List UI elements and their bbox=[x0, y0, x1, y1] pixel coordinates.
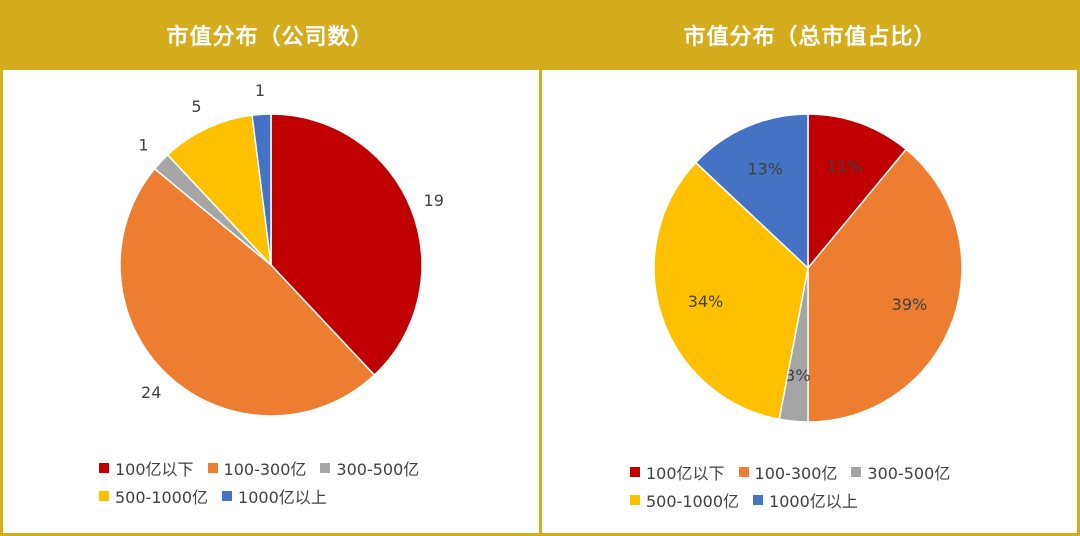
legend-item-300-500: 300-500亿 bbox=[851, 460, 950, 484]
legend: 100亿以下 100-300亿 300-500亿 500-1000亿 bbox=[630, 458, 964, 514]
data-label-under-100: 19 bbox=[424, 191, 444, 210]
legend-item-500-1000: 500-1000亿 bbox=[99, 484, 208, 508]
pie-slice-500-1000 bbox=[166, 114, 273, 268]
legend: 100亿以下 100-300亿 300-500亿 500-1000亿 bbox=[99, 454, 433, 510]
legend-item-500-1000: 500-1000亿 bbox=[630, 488, 739, 512]
chart-title: 市值分布（总市值占比） bbox=[683, 25, 937, 50]
chart-title: 市值分布（公司数） bbox=[166, 25, 374, 50]
company-count-panel: 市值分布（公司数） 19 24 1 5 1 100亿以下 100-300亿 300-50… bbox=[3, 25, 539, 533]
legend-swatch bbox=[99, 491, 109, 501]
legend-item-over-1000: 1000亿以上 bbox=[753, 488, 858, 512]
legend-item-under-100: 100亿以下 bbox=[630, 460, 725, 484]
pie-slice-under-100 bbox=[807, 113, 908, 271]
legend-swatch bbox=[738, 467, 749, 477]
legend-item-100-300: 100-300亿 bbox=[738, 460, 838, 484]
data-label-100-300: 24 bbox=[141, 383, 161, 402]
legend-label: 100亿以下 bbox=[646, 464, 725, 483]
legend-swatch bbox=[630, 495, 640, 505]
legend-item-300-500: 300-500亿 bbox=[320, 456, 419, 480]
pie-chart-company-count: 19 24 1 5 1 bbox=[119, 81, 444, 417]
legend-swatch bbox=[99, 463, 109, 473]
data-label-over-1000: 1 bbox=[255, 81, 265, 100]
chart-area: 19 24 1 5 1 100亿以下 100-300亿 300-500亿 bbox=[3, 70, 539, 533]
legend-item-over-1000: 1000亿以上 bbox=[222, 484, 327, 508]
legend-swatch bbox=[207, 463, 218, 473]
legend-label: 100-300亿 bbox=[223, 460, 307, 479]
pie-slice-100-300 bbox=[119, 167, 376, 417]
legend-label: 300-500亿 bbox=[336, 460, 420, 479]
legend-label: 100亿以下 bbox=[115, 460, 194, 479]
pie-chart-market-cap-share: 11% 39% 3% 34% 13% bbox=[653, 113, 963, 423]
legend-swatch bbox=[320, 463, 331, 473]
data-label-300-500: 1 bbox=[138, 136, 148, 155]
pie-slice-over-1000 bbox=[694, 113, 809, 270]
legend-label: 500-1000亿 bbox=[646, 492, 740, 511]
legend-item-under-100: 100亿以下 bbox=[99, 456, 194, 480]
data-label-over-1000: 13% bbox=[747, 160, 783, 179]
data-label-500-1000: 34% bbox=[688, 292, 724, 311]
pie-slice-500-1000 bbox=[653, 161, 809, 421]
legend-swatch bbox=[851, 467, 862, 477]
legend-label: 500-1000亿 bbox=[115, 488, 209, 507]
legend-swatch bbox=[222, 491, 233, 501]
legend-item-100-300: 100-300亿 bbox=[207, 456, 307, 480]
market-cap-share-panel: 市值分布（总市值占比） 11% 39% 3% 34% 13% 100亿以下 100-30… bbox=[540, 0, 1080, 536]
legend-label: 100-300亿 bbox=[754, 464, 838, 483]
pie-slice-over-1000 bbox=[251, 113, 272, 266]
data-label-300-500: 3% bbox=[785, 366, 810, 385]
legend-label: 1000亿以上 bbox=[238, 488, 327, 507]
data-label-under-100: 11% bbox=[827, 157, 863, 176]
legend-swatch bbox=[630, 467, 640, 477]
pie-slice-100-300 bbox=[807, 148, 963, 423]
data-label-500-1000: 5 bbox=[191, 97, 201, 116]
chart-area: 11% 39% 3% 34% 13% 100亿以下 100-300亿 300-500亿 bbox=[542, 70, 1077, 533]
legend-label: 300-500亿 bbox=[867, 464, 951, 483]
legend-label: 1000亿以上 bbox=[769, 492, 858, 511]
pie-slice-under-100 bbox=[270, 113, 423, 377]
legend-swatch bbox=[753, 495, 764, 505]
data-label-100-300: 39% bbox=[892, 295, 928, 314]
